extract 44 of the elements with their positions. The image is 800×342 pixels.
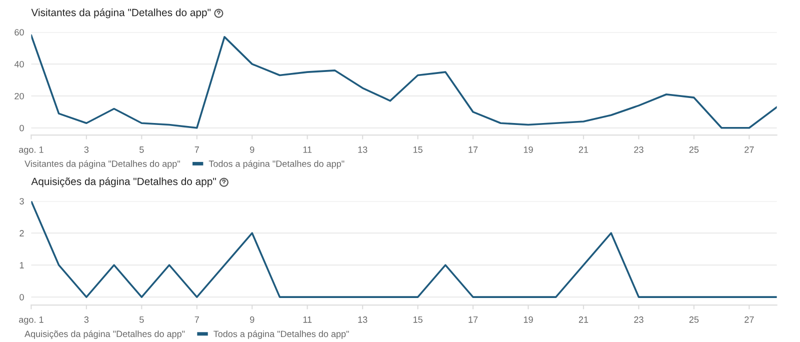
y-tick-label: 3 [20,198,24,204]
legend-label: Todos a página "Detalhes do app" [208,160,344,169]
y-tick-label: 2 [20,230,24,236]
x-tick-label: 13 [358,146,368,153]
x-tick-label: 17 [468,146,478,153]
x-tick-label: ago. 1 [19,316,44,325]
x-tick-label: 11 [303,146,312,153]
x-tick-label: 5 [140,316,144,323]
x-tick-label: 15 [413,316,422,323]
legend-title: Aquisições da página "Detalhes do app" [24,330,185,339]
x-tick-label: 9 [250,146,254,153]
x-tick-label: 7 [194,316,199,323]
y-tick-label: 1 [20,262,24,268]
x-tick-label: 27 [744,316,754,323]
y-tick-label: 40 [14,61,24,68]
x-tick-label: 23 [634,316,644,323]
line-series [31,201,777,298]
chart-title: Visitantes da página "Detalhes do app" [31,8,211,18]
x-tick-label: 3 [84,146,89,153]
x-tick-label: 7 [194,146,199,153]
x-tick-label: 11 [303,316,312,323]
x-tick-label: 15 [413,146,422,153]
x-tick-label: 19 [524,146,533,153]
x-tick-label: 21 [578,146,588,153]
line-series [31,34,777,129]
legend-title: Visitantes da página "Detalhes do app" [24,160,180,169]
legend-label: Todos a página "Detalhes do app" [214,330,349,339]
x-tick-label: 13 [358,316,368,323]
x-tick-label: 17 [468,316,478,323]
x-tick-label: 19 [524,316,533,323]
y-tick-label: 0 [20,124,24,132]
x-tick-label: ago. 1 [19,146,44,155]
x-tick-label: 23 [634,146,644,153]
x-tick-label: 27 [744,146,754,153]
x-tick-label: 25 [689,146,699,153]
x-tick-label: 5 [140,146,144,153]
x-tick-label: 3 [84,316,89,323]
x-tick-label: 9 [250,316,254,323]
chart-title: Aquisições da página "Detalhes do app" [31,177,216,188]
x-tick-label: 21 [578,316,588,323]
y-tick-label: 20 [14,92,24,100]
x-tick-label: 25 [689,316,699,323]
y-tick-label: 0 [20,294,24,300]
y-tick-label: 60 [14,29,24,36]
